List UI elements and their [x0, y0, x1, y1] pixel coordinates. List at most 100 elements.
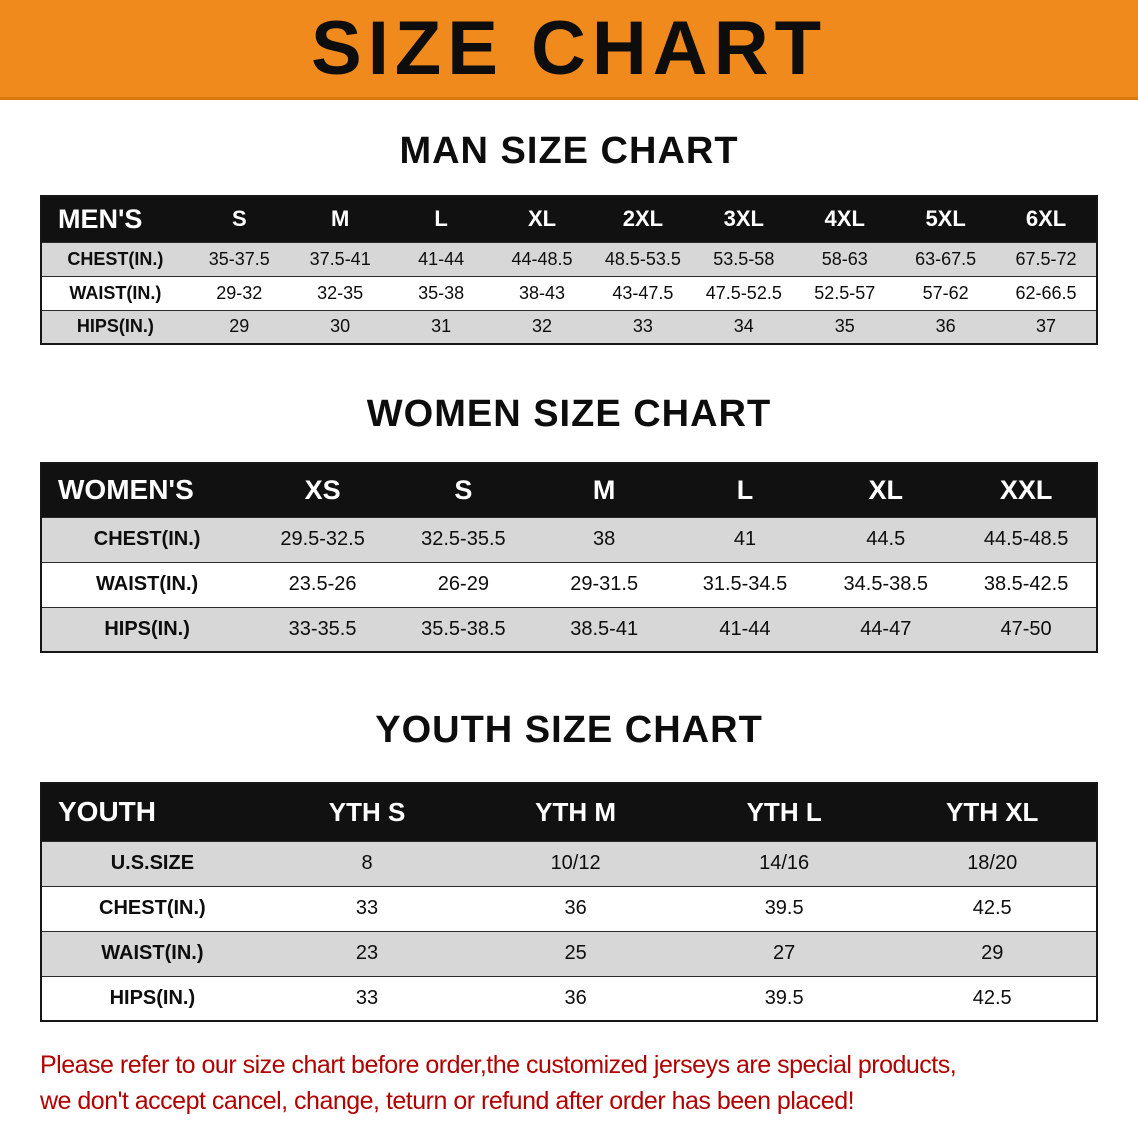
size-value-cell: 29	[888, 930, 1097, 976]
size-value-cell: 36	[471, 975, 680, 1021]
size-value-cell: 36	[895, 309, 997, 344]
disclaimer-line-2: we don't accept cancel, change, teturn o…	[40, 1086, 855, 1115]
size-value-cell: 32.5-35.5	[392, 516, 534, 562]
size-value-cell: 32	[491, 309, 593, 344]
table-corner-label: YOUTH	[41, 783, 263, 841]
disclaimer-line-1: Please refer to our size chart before or…	[40, 1051, 957, 1079]
size-column-header: S	[188, 196, 290, 242]
women-size-table: WOMEN'S XS S M L XL XXL CHEST(IN.) 29.5-32.5 32.5…	[40, 462, 1098, 653]
size-value-cell: 33	[262, 975, 472, 1021]
table-header-row: WOMEN'S XS S M L XL XXL	[41, 463, 1097, 517]
size-value-cell: 38.5-41	[533, 606, 675, 652]
size-value-cell: 30	[289, 309, 391, 344]
banner-title: SIZE CHART	[311, 5, 827, 91]
size-column-header: YTH L	[679, 783, 889, 841]
youth-size-section: YOUTH SIZE CHART YOUTH YTH S YTH M YTH L YTH…	[0, 709, 1138, 1022]
size-value-cell: 41-44	[390, 241, 492, 276]
size-value-cell: 44.5	[815, 516, 957, 562]
measurement-row: HIPS(IN.) 29 30 31 32 33 34 35 36 37	[41, 309, 1097, 344]
size-value-cell: 38.5-42.5	[956, 561, 1097, 607]
size-value-cell: 48.5-53.5	[592, 241, 694, 276]
size-column-header: M	[289, 196, 391, 242]
table-header-row: YOUTH YTH S YTH M YTH L YTH XL	[41, 783, 1097, 841]
size-value-cell: 35.5-38.5	[392, 606, 534, 652]
size-value-cell: 38-43	[491, 275, 593, 310]
measurement-row: WAIST(IN.) 23 25 27 29	[41, 930, 1097, 976]
size-column-header: YTH XL	[888, 783, 1097, 841]
size-value-cell: 39.5	[679, 975, 889, 1021]
row-label-cell: HIPS(IN.)	[41, 975, 263, 1021]
size-value-cell: 31	[390, 309, 492, 344]
size-value-cell: 44.5-48.5	[956, 516, 1097, 562]
size-value-cell: 53.5-58	[693, 241, 795, 276]
row-label-cell: WAIST(IN.)	[41, 561, 253, 607]
disclaimer-text: Please refer to our size chart before or…	[40, 1048, 1138, 1119]
size-column-header: XL	[491, 196, 593, 242]
table-corner-label: MEN'S	[41, 196, 189, 242]
size-value-cell: 57-62	[895, 275, 997, 310]
size-value-cell: 23	[262, 930, 472, 976]
row-label-cell: U.S.SIZE	[41, 840, 263, 886]
size-value-cell: 8	[262, 840, 472, 886]
size-value-cell: 67.5-72	[996, 241, 1097, 276]
size-value-cell: 47.5-52.5	[693, 275, 795, 310]
size-value-cell: 58-63	[794, 241, 896, 276]
row-label-cell: CHEST(IN.)	[41, 241, 189, 276]
size-column-header: 2XL	[592, 196, 694, 242]
size-value-cell: 42.5	[888, 885, 1097, 931]
size-value-cell: 27	[679, 930, 889, 976]
size-value-cell: 25	[471, 930, 680, 976]
size-value-cell: 34.5-38.5	[815, 561, 957, 607]
measurement-row: HIPS(IN.) 33 36 39.5 42.5	[41, 975, 1097, 1021]
size-value-cell: 35	[794, 309, 896, 344]
size-value-cell: 34	[693, 309, 795, 344]
row-label-cell: WAIST(IN.)	[41, 930, 263, 976]
size-value-cell: 26-29	[392, 561, 534, 607]
table-header-row: MEN'S S M L XL 2XL 3XL 4XL 5XL 6XL	[41, 196, 1097, 242]
men-size-table: MEN'S S M L XL 2XL 3XL 4XL 5XL 6XL CHEST(IN.) 35-37…	[40, 195, 1098, 345]
size-column-header: L	[390, 196, 492, 242]
size-value-cell: 37.5-41	[289, 241, 391, 276]
youth-size-table: YOUTH YTH S YTH M YTH L YTH XL U.S.SIZE 8 10/12…	[40, 782, 1098, 1022]
measurement-row: WAIST(IN.) 23.5-26 26-29 29-31.5 31.5-34.5 34…	[41, 561, 1097, 607]
size-chart-banner: SIZE CHART	[0, 0, 1138, 100]
size-column-header: L	[674, 463, 816, 517]
size-value-cell: 41	[674, 516, 816, 562]
size-column-header: XS	[252, 463, 393, 517]
size-value-cell: 23.5-26	[252, 561, 393, 607]
size-value-cell: 33	[592, 309, 694, 344]
youth-section-heading: YOUTH SIZE CHART	[375, 709, 763, 751]
size-value-cell: 36	[471, 885, 680, 931]
size-column-header: 6XL	[996, 196, 1097, 242]
size-column-header: S	[392, 463, 534, 517]
size-value-cell: 37	[996, 309, 1097, 344]
size-value-cell: 35-38	[390, 275, 492, 310]
size-value-cell: 44-47	[815, 606, 957, 652]
measurement-row: WAIST(IN.) 29-32 32-35 35-38 38-43 43-47.5 47.…	[41, 275, 1097, 310]
size-column-header: 3XL	[693, 196, 795, 242]
measurement-row: HIPS(IN.) 33-35.5 35.5-38.5 38.5-41 41-44 44-…	[41, 606, 1097, 652]
size-value-cell: 35-37.5	[188, 241, 290, 276]
table-corner-label: WOMEN'S	[41, 463, 253, 517]
row-label-cell: HIPS(IN.)	[41, 606, 253, 652]
size-column-header: YTH S	[262, 783, 472, 841]
size-column-header: XL	[815, 463, 957, 517]
measurement-row: CHEST(IN.) 29.5-32.5 32.5-35.5 38 41 44.5 44.5…	[41, 516, 1097, 562]
women-section-heading: WOMEN SIZE CHART	[366, 393, 772, 435]
measurement-row: CHEST(IN.) 35-37.5 37.5-41 41-44 44-48.5 48.5…	[41, 241, 1097, 276]
size-value-cell: 47-50	[956, 606, 1097, 652]
size-value-cell: 63-67.5	[895, 241, 997, 276]
row-label-cell: CHEST(IN.)	[41, 516, 253, 562]
size-column-header: 5XL	[895, 196, 997, 242]
size-column-header: 4XL	[794, 196, 896, 242]
men-section-heading: MAN SIZE CHART	[399, 130, 739, 172]
row-label-cell: CHEST(IN.)	[41, 885, 263, 931]
size-value-cell: 42.5	[888, 975, 1097, 1021]
size-column-header: M	[533, 463, 675, 517]
row-label-cell: WAIST(IN.)	[41, 275, 189, 310]
size-value-cell: 44-48.5	[491, 241, 593, 276]
size-value-cell: 14/16	[679, 840, 889, 886]
row-label-cell: HIPS(IN.)	[41, 309, 189, 344]
measurement-row: CHEST(IN.) 33 36 39.5 42.5	[41, 885, 1097, 931]
measurement-row: U.S.SIZE 8 10/12 14/16 18/20	[41, 840, 1097, 886]
